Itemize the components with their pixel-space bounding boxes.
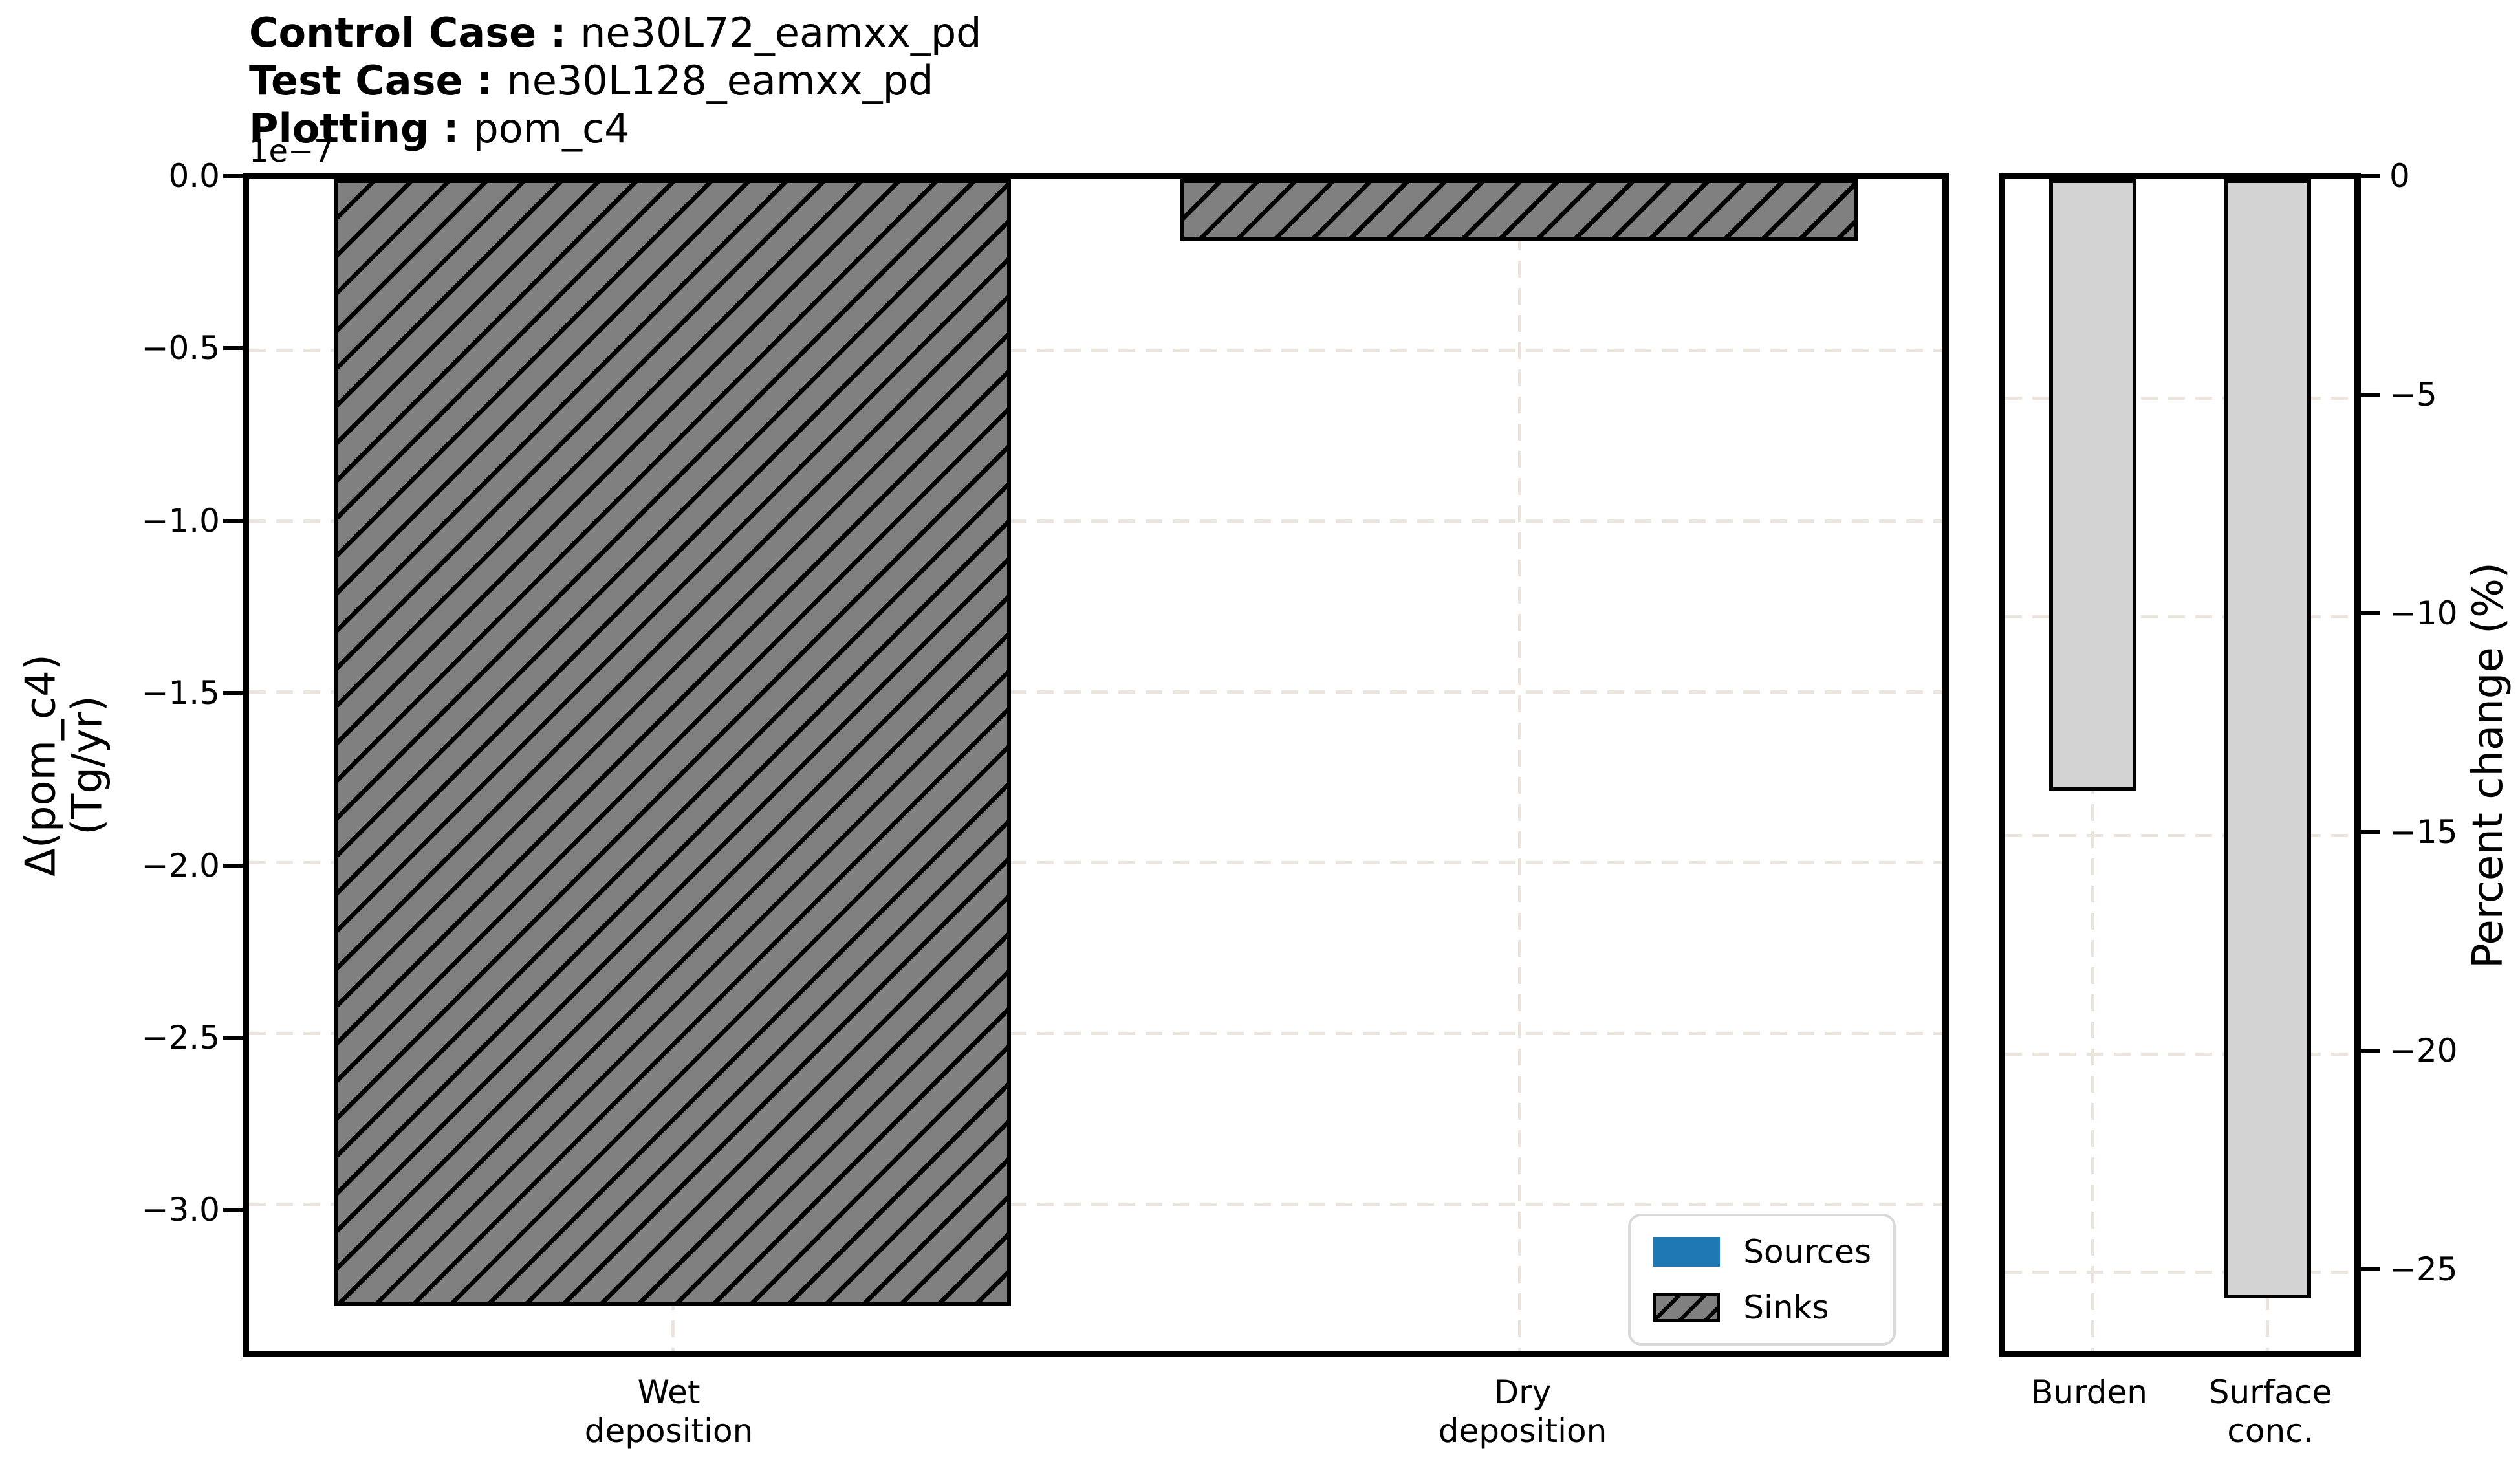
left-ytick-mark — [223, 346, 243, 350]
right-ytick-label: 0 — [2389, 157, 2410, 195]
right-y-axis-label: Percent change (%) — [2464, 562, 2513, 968]
flux-plot-area: Sources Sinks — [243, 173, 1949, 1357]
right-ytick-label: −25 — [2389, 1251, 2458, 1288]
bar-burden — [2048, 179, 2136, 792]
left-ytick-mark — [223, 519, 243, 523]
legend-sinks-label: Sinks — [1743, 1289, 1829, 1326]
plotting-line: Plotting : pom_c4 — [249, 105, 982, 153]
left-ytick-mark — [223, 174, 243, 178]
y-axis-offset-text: 1e−7 — [249, 133, 334, 169]
xtick-line: deposition — [1438, 1412, 1607, 1450]
xtick-line: conc. — [2227, 1412, 2314, 1450]
left-ytick-label: −0.5 — [141, 329, 220, 367]
gridline-h — [2005, 1271, 2354, 1274]
left-ytick-mark — [223, 1208, 243, 1212]
percent-change-plot-area — [1999, 173, 2361, 1357]
left-ytick-label: −2.5 — [141, 1019, 220, 1056]
control-case-value: ne30L72_eamxx_pd — [580, 9, 982, 56]
plotting-label: Plotting : — [249, 105, 473, 152]
gridline-h — [2005, 1052, 2354, 1056]
legend-sources-swatch — [1653, 1237, 1721, 1267]
control-case-label: Control Case : — [249, 9, 581, 56]
test-case-label: Test Case : — [249, 57, 507, 104]
right-ytick-mark — [2361, 1049, 2380, 1053]
right-ytick-mark — [2361, 830, 2380, 834]
xtick-line: Burden — [2031, 1373, 2147, 1411]
xtick-dry-deposition: Dry deposition — [1322, 1373, 1723, 1450]
gridline-h — [249, 860, 1942, 864]
bar-dry-deposition-sinks — [1180, 179, 1858, 241]
right-ytick-label: −10 — [2389, 595, 2458, 632]
xtick-wet-deposition: Wet deposition — [468, 1373, 869, 1450]
right-ytick-label: −20 — [2389, 1032, 2458, 1069]
gridline-h — [2005, 833, 2354, 837]
left-ytick-label: −1.5 — [141, 674, 220, 712]
gridline-h — [2005, 396, 2354, 400]
left-ytick-label: −2.0 — [141, 847, 220, 884]
left-ytick-label: 0.0 — [168, 157, 220, 195]
right-ytick-label: −5 — [2389, 376, 2437, 413]
right-ytick-mark — [2361, 393, 2380, 397]
header-block: Control Case : ne30L72_eamxx_pd Test Cas… — [249, 9, 982, 153]
control-case-line: Control Case : ne30L72_eamxx_pd — [249, 9, 982, 57]
gridline-h — [249, 1202, 1942, 1206]
test-case-line: Test Case : ne30L128_eamxx_pd — [249, 57, 982, 105]
gridline-h — [249, 1032, 1942, 1036]
gridline-h — [249, 519, 1942, 523]
legend-row-sources: Sources — [1653, 1233, 1871, 1271]
right-ytick-mark — [2361, 611, 2380, 615]
right-ytick-mark — [2361, 1267, 2380, 1271]
right-ytick-mark — [2361, 174, 2380, 178]
gridline-h — [249, 690, 1942, 694]
xtick-line: Dry — [1494, 1373, 1552, 1411]
left-ytick-label: −1.0 — [141, 502, 220, 540]
gridline-v — [1517, 179, 1521, 1351]
gridline-h — [249, 349, 1942, 353]
left-ytick-mark — [223, 691, 243, 695]
test-case-value: ne30L128_eamxx_pd — [506, 57, 934, 104]
xtick-line: Surface — [2208, 1373, 2332, 1411]
bar-surface-conc — [2223, 179, 2311, 1298]
gridline-h — [2005, 615, 2354, 618]
plotting-value: pom_c4 — [473, 105, 630, 152]
xtick-line: deposition — [584, 1412, 754, 1450]
left-ytick-mark — [223, 864, 243, 868]
legend: Sources Sinks — [1628, 1214, 1896, 1346]
xtick-burden: Burden — [1889, 1373, 2290, 1412]
xtick-line: Wet — [637, 1373, 701, 1411]
xtick-surface-conc: Surface conc. — [2070, 1373, 2471, 1450]
left-ytick-mark — [223, 1036, 243, 1040]
bar-wet-deposition-sinks — [333, 179, 1012, 1307]
left-ytick-label: −3.0 — [141, 1191, 220, 1229]
legend-sources-label: Sources — [1743, 1233, 1871, 1271]
legend-sinks-swatch — [1653, 1293, 1721, 1322]
right-ytick-label: −15 — [2389, 813, 2458, 851]
legend-row-sinks: Sinks — [1653, 1289, 1871, 1326]
